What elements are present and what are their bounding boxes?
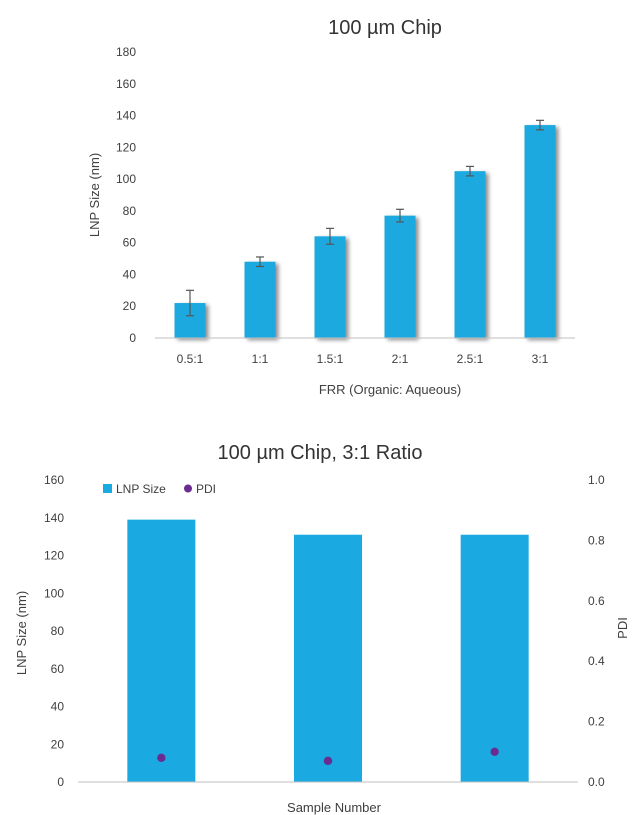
chart2-y2-axis-label: PDI — [615, 617, 630, 639]
chart1-error-bar — [256, 256, 264, 268]
chart1-y-axis-label: LNP Size (nm) — [87, 153, 102, 237]
chart1-bar — [384, 215, 416, 338]
chart1-y-tick-label: 20 — [123, 299, 137, 313]
chart1-bar — [244, 261, 276, 338]
chart1-y-tick-label: 120 — [116, 140, 136, 154]
chart1-error-bar — [326, 227, 334, 245]
chart2-bar — [460, 534, 529, 782]
chart1-error-bar — [186, 289, 194, 317]
chart2-y2-tick-label: 1.0 — [588, 473, 605, 487]
chart1-x-tick-label: 2:1 — [392, 352, 409, 366]
chart1-x-tick-label: 3:1 — [532, 352, 549, 366]
legend-label-lnp-size: LNP Size — [116, 482, 166, 496]
chart1-x-tick-label: 1:1 — [252, 352, 269, 366]
chart2-y2-tick-label: 0.0 — [588, 775, 605, 789]
chart2-y-tick-label: 140 — [44, 511, 64, 525]
chart2-pdi-point — [157, 753, 166, 763]
chart1-x-axis-label: FRR (Organic: Aqueous) — [319, 382, 461, 397]
chart2-y-tick-label: 40 — [51, 700, 65, 714]
chart1-bar — [314, 236, 346, 338]
chart2-y-axis-label: LNP Size (nm) — [14, 591, 29, 675]
chart2-y2-tick-label: 0.8 — [588, 533, 605, 547]
legend-label-pdi: PDI — [196, 482, 216, 496]
chart2-y-tick-label: 60 — [51, 662, 65, 676]
chart2-y2-ticks: 0.0 0.2 0.4 0.6 0.8 1.0 — [588, 473, 605, 789]
chart2-title: 100 µm Chip, 3:1 Ratio — [218, 442, 423, 464]
chart2-y-ticks: 0 20 40 60 80 100 120 140 160 — [44, 473, 64, 789]
chart2-bar — [127, 519, 196, 782]
chart2-y-tick-label: 100 — [44, 586, 64, 600]
chart2-y2-tick-label: 0.2 — [588, 715, 605, 729]
chart2-bar — [294, 534, 362, 782]
chart2-x-axis-label: Sample Number — [287, 800, 382, 815]
chart2-bars — [127, 519, 529, 782]
chart1-y-tick-label: 0 — [129, 331, 136, 345]
chart2-y2-tick-label: 0.6 — [588, 594, 605, 608]
chart1-y-tick-label: 60 — [123, 236, 137, 250]
chart1-error-bar — [536, 119, 544, 131]
chart1-title: 100 µm Chip — [328, 17, 442, 39]
chart2-y-tick-label: 20 — [51, 737, 65, 751]
chart1-bar — [524, 125, 556, 338]
chart1-y-tick-label: 40 — [123, 267, 137, 281]
chart1-error-bar — [396, 208, 404, 223]
chart2-y-tick-label: 0 — [57, 775, 64, 789]
chart1-x-tick-label: 1.5:1 — [317, 352, 344, 366]
chart2-legend: LNP Size PDI — [103, 482, 216, 496]
chart1-x-tick-label: 2.5:1 — [457, 352, 484, 366]
chart2-y-tick-label: 80 — [51, 624, 65, 638]
chart2-pdi-point — [323, 756, 333, 766]
chart-lnp-size-vs-frr: 100 µm Chip LNP Size (nm) FRR (Organic: … — [87, 17, 575, 397]
chart2-y-tick-label: 160 — [44, 473, 64, 487]
chart1-y-tick-label: 160 — [116, 77, 136, 91]
legend-swatch-pdi — [184, 484, 192, 493]
chart1-error-bar — [466, 165, 474, 177]
chart1-bars — [174, 125, 556, 338]
chart1-y-tick-label: 180 — [116, 45, 136, 59]
chart2-y2-tick-label: 0.4 — [588, 654, 605, 668]
chart1-x-tick-label: 0.5:1 — [177, 352, 204, 366]
chart1-error-bars — [186, 119, 544, 317]
chart2-pdi-points — [157, 747, 499, 766]
legend-swatch-lnp-size — [103, 484, 112, 493]
chart1-y-tick-label: 140 — [116, 109, 136, 123]
chart-lnp-size-and-pdi: 100 µm Chip, 3:1 Ratio LNP Size (nm) PDI… — [14, 442, 630, 815]
chart1-y-ticks: 0 20 40 60 80 100 120 140 160 180 — [116, 45, 136, 345]
chart2-y-tick-label: 120 — [44, 549, 64, 563]
chart2-pdi-point — [490, 747, 499, 756]
chart1-y-tick-label: 100 — [116, 172, 136, 186]
chart1-y-tick-label: 80 — [123, 204, 137, 218]
chart1-x-ticks: 0.5:1 1:1 1.5:1 2:1 2.5:1 3:1 — [177, 352, 549, 366]
chart1-bar — [454, 171, 486, 338]
